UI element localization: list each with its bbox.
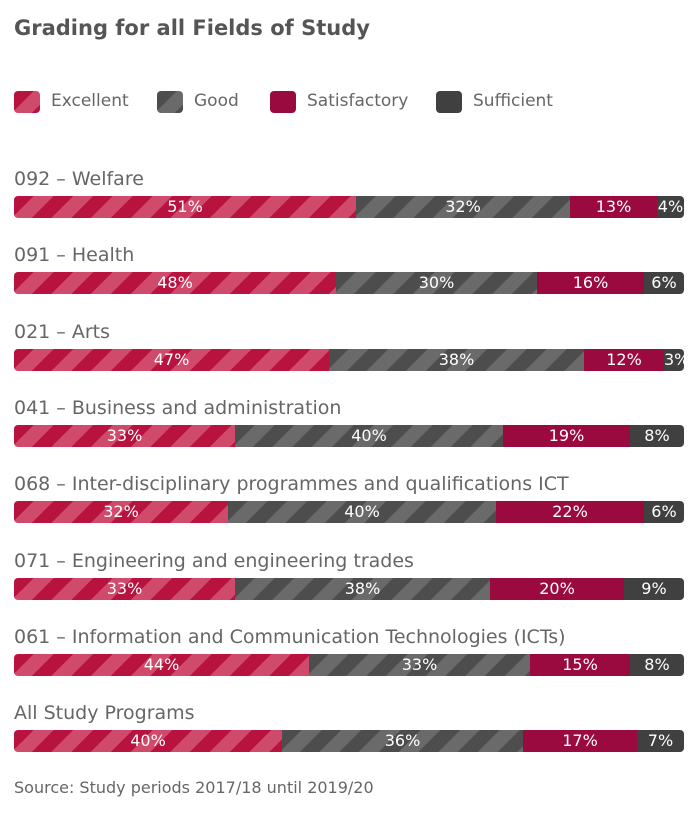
data-label: 33%: [106, 425, 143, 445]
bar-segment-good: 32%: [356, 196, 570, 218]
data-label: 40%: [351, 425, 387, 445]
legend-swatch-satisfactory: [270, 91, 296, 113]
bar-segment-good: 38%: [235, 577, 490, 600]
data-label: 8%: [644, 654, 670, 674]
data-label: 38%: [438, 349, 475, 369]
data-label: 36%: [384, 731, 421, 751]
bar-row: 092 – Welfare 51% 32% 13% 4%: [14, 168, 684, 228]
bar-row: 061 – Information and Communication Tech…: [14, 626, 684, 686]
data-label: 44%: [143, 654, 180, 674]
bar-row: 041 – Business and administration 33% 40% 1…: [14, 397, 684, 457]
data-label: 48%: [157, 273, 193, 293]
bar-segment-satisfactory: 20%: [490, 577, 624, 600]
stacked-bar: 48% 30% 16% 6%: [14, 272, 684, 295]
bar-segment-good: 38%: [329, 348, 584, 371]
bar-segment-good: 40%: [228, 501, 496, 524]
legend-label-excellent: Excellent: [51, 91, 129, 111]
bar-segment-satisfactory: 16%: [537, 272, 644, 295]
stacked-bar: 47% 38% 12% 3%: [14, 348, 684, 371]
category-label: 071 – Engineering and engineering trades: [14, 549, 414, 572]
bar-segment-good: 36%: [282, 730, 523, 753]
bar-segment-satisfactory: 17%: [523, 730, 637, 753]
data-label: 9%: [641, 578, 667, 598]
data-label: 16%: [572, 273, 609, 293]
category-label: 041 – Business and administration: [14, 396, 342, 419]
bar-segment-satisfactory: 19%: [503, 424, 630, 447]
data-label: 32%: [445, 197, 481, 216]
data-label: 15%: [562, 654, 598, 674]
stacked-bar: 33% 40% 19% 8%: [14, 424, 684, 447]
bar-segment-sufficient: 6%: [644, 501, 684, 524]
bar-segment-excellent: 33%: [14, 424, 235, 447]
data-label: 51%: [167, 197, 203, 216]
bar-segment-excellent: 44%: [14, 653, 309, 676]
bar-segment-sufficient: 8%: [630, 653, 684, 676]
bar-row: 068 – Inter-disciplinary programmes and …: [14, 473, 684, 533]
legend-swatch-good: [157, 91, 183, 113]
bar-segment-satisfactory: 12%: [584, 348, 664, 371]
data-label: 30%: [418, 273, 455, 293]
data-label: 38%: [344, 578, 381, 598]
stacked-bar: 51% 32% 13% 4%: [14, 196, 684, 218]
data-label: 6%: [651, 273, 677, 293]
legend-swatch-excellent: [14, 91, 40, 113]
data-label: 4%: [657, 197, 684, 216]
bar-segment-satisfactory: 15%: [530, 653, 630, 676]
bar-row: All Study Programs 40% 36% 17% 7%: [14, 702, 684, 762]
category-label: 068 – Inter-disciplinary programmes and …: [14, 473, 569, 496]
stacked-bar: 32% 40% 22% 6%: [14, 501, 684, 524]
category-label: 091 – Health: [14, 244, 135, 267]
category-label: 021 – Arts: [14, 320, 111, 343]
data-label: 6%: [651, 502, 677, 522]
data-label: 47%: [153, 349, 190, 369]
data-label: 20%: [539, 578, 575, 598]
stacked-bar: 33% 38% 20% 9%: [14, 577, 684, 600]
bar-row: 021 – Arts 47% 38% 12% 3%: [14, 321, 684, 381]
bar-segment-good: 40%: [235, 424, 503, 447]
data-label: 33%: [401, 654, 438, 674]
bar-segment-excellent: 40%: [14, 730, 282, 753]
legend-label-satisfactory: Satisfactory: [307, 91, 409, 111]
bar-segment-excellent: 32%: [14, 501, 228, 524]
bar-segment-good: 33%: [309, 653, 530, 676]
data-label: 7%: [647, 731, 674, 751]
bar-segment-excellent: 47%: [14, 348, 329, 371]
data-label: 40%: [130, 731, 166, 751]
category-label: All Study Programs: [14, 702, 195, 725]
legend-label-sufficient: Sufficient: [473, 91, 553, 111]
bar-segment-excellent: 51%: [14, 196, 356, 218]
data-label: 8%: [644, 425, 670, 445]
stacked-bar: 40% 36% 17% 7%: [14, 730, 684, 753]
data-label: 22%: [552, 502, 588, 522]
chart-title: Grading for all Fields of Study: [14, 16, 370, 40]
data-label: 3%: [664, 349, 684, 369]
bar-segment-satisfactory: 22%: [496, 501, 644, 524]
legend-label-good: Good: [194, 91, 239, 111]
legend-swatch-sufficient: [436, 91, 462, 113]
bar-segment-good: 30%: [336, 272, 537, 295]
data-label: 13%: [595, 197, 632, 216]
stacked-bar: 44% 33% 15% 8%: [14, 653, 684, 676]
bar-segment-sufficient: 6%: [644, 272, 684, 295]
bar-segment-sufficient: 3%: [664, 348, 684, 371]
bar-segment-excellent: 48%: [14, 272, 336, 295]
bar-row: 071 – Engineering and engineering trades…: [14, 550, 684, 610]
bar-segment-satisfactory: 13%: [570, 196, 657, 218]
bar-segment-sufficient: 8%: [630, 424, 684, 447]
category-label: 092 – Welfare: [14, 168, 144, 190]
data-label: 40%: [344, 502, 380, 522]
category-label: 061 – Information and Communication Tech…: [14, 625, 566, 648]
data-label: 17%: [562, 731, 598, 751]
data-label: 12%: [606, 349, 642, 369]
bar-segment-sufficient: 4%: [657, 196, 684, 218]
bar-segment-sufficient: 7%: [637, 730, 684, 753]
data-label: 32%: [103, 502, 139, 522]
data-label: 33%: [106, 578, 143, 598]
bar-segment-excellent: 33%: [14, 577, 235, 600]
data-label: 19%: [548, 425, 585, 445]
source-note: Source: Study periods 2017/18 until 2019…: [14, 778, 374, 797]
bar-row: 091 – Health 48% 30% 16% 6%: [14, 244, 684, 304]
bar-segment-sufficient: 9%: [624, 577, 684, 600]
